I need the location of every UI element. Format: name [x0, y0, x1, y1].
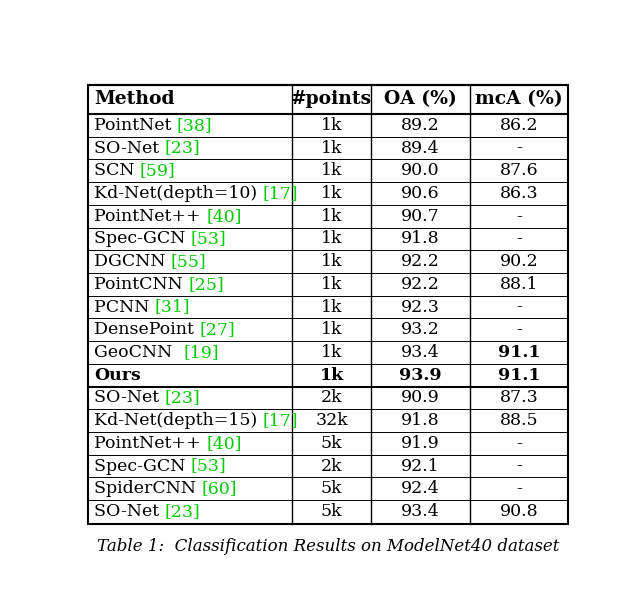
Text: 91.9: 91.9: [401, 435, 440, 452]
Text: [53]: [53]: [191, 231, 227, 248]
Text: 5k: 5k: [321, 503, 342, 520]
Text: 87.3: 87.3: [500, 389, 538, 406]
Text: 2k: 2k: [321, 389, 342, 406]
Text: [27]: [27]: [199, 321, 235, 339]
Text: -: -: [516, 298, 522, 315]
Text: 90.6: 90.6: [401, 185, 440, 202]
Text: -: -: [516, 231, 522, 248]
Text: #points: #points: [291, 90, 372, 109]
Text: -: -: [516, 208, 522, 224]
Text: PointNet++: PointNet++: [94, 435, 206, 452]
Text: Method: Method: [94, 90, 175, 109]
Text: SpiderCNN: SpiderCNN: [94, 480, 202, 497]
Text: 89.4: 89.4: [401, 140, 440, 157]
Text: 91.8: 91.8: [401, 231, 440, 248]
Text: -: -: [516, 458, 522, 475]
Text: 1k: 1k: [321, 185, 342, 202]
Text: 2k: 2k: [321, 458, 342, 475]
Text: GeoCNN: GeoCNN: [94, 344, 183, 361]
Text: [31]: [31]: [155, 298, 191, 315]
Text: [25]: [25]: [188, 276, 224, 293]
Text: 1k: 1k: [321, 140, 342, 157]
Text: 1k: 1k: [321, 162, 342, 179]
Text: 93.4: 93.4: [401, 344, 440, 361]
Text: [40]: [40]: [206, 208, 241, 224]
Text: Table 1:  Classification Results on ModelNet40 dataset: Table 1: Classification Results on Model…: [97, 537, 559, 554]
Text: 5k: 5k: [321, 480, 342, 497]
Text: Kd-Net(depth=10): Kd-Net(depth=10): [94, 185, 262, 202]
Text: 32k: 32k: [316, 412, 348, 429]
Text: SCN: SCN: [94, 162, 140, 179]
Text: 1k: 1k: [321, 231, 342, 248]
Text: -: -: [516, 435, 522, 452]
Text: 88.1: 88.1: [500, 276, 538, 293]
Text: 92.3: 92.3: [401, 298, 440, 315]
Text: OA (%): OA (%): [384, 90, 457, 109]
Text: Spec-GCN: Spec-GCN: [94, 458, 191, 475]
Text: [40]: [40]: [206, 435, 241, 452]
Text: Ours: Ours: [94, 367, 141, 384]
Text: 91.1: 91.1: [498, 367, 540, 384]
Text: DGCNN: DGCNN: [94, 253, 171, 270]
Text: [23]: [23]: [164, 503, 200, 520]
Text: [17]: [17]: [262, 185, 298, 202]
Text: 90.2: 90.2: [500, 253, 538, 270]
Text: 92.2: 92.2: [401, 276, 440, 293]
Text: 1k: 1k: [321, 344, 342, 361]
Text: DensePoint: DensePoint: [94, 321, 199, 339]
Text: SO-Net: SO-Net: [94, 389, 164, 406]
Text: [23]: [23]: [164, 389, 200, 406]
Text: 93.2: 93.2: [401, 321, 440, 339]
Text: 90.0: 90.0: [401, 162, 440, 179]
Text: [55]: [55]: [171, 253, 207, 270]
Text: 90.8: 90.8: [500, 503, 538, 520]
Text: 91.1: 91.1: [498, 344, 540, 361]
Text: PCNN: PCNN: [94, 298, 155, 315]
Text: 88.5: 88.5: [500, 412, 538, 429]
Text: [17]: [17]: [262, 412, 298, 429]
Text: 5k: 5k: [321, 435, 342, 452]
Text: -: -: [516, 480, 522, 497]
Text: mcA (%): mcA (%): [475, 90, 563, 109]
Text: 92.2: 92.2: [401, 253, 440, 270]
Text: 1k: 1k: [321, 117, 342, 134]
Text: 90.9: 90.9: [401, 389, 440, 406]
Text: 1k: 1k: [319, 367, 344, 384]
Text: [53]: [53]: [191, 458, 227, 475]
Text: 1k: 1k: [321, 298, 342, 315]
Text: 86.3: 86.3: [500, 185, 538, 202]
Text: [59]: [59]: [140, 162, 176, 179]
Text: 86.2: 86.2: [500, 117, 538, 134]
Text: PointNet++: PointNet++: [94, 208, 206, 224]
Text: 92.4: 92.4: [401, 480, 440, 497]
Text: 1k: 1k: [321, 321, 342, 339]
Text: PointNet: PointNet: [94, 117, 177, 134]
Text: Kd-Net(depth=15): Kd-Net(depth=15): [94, 412, 262, 429]
Text: 93.4: 93.4: [401, 503, 440, 520]
Text: Spec-GCN: Spec-GCN: [94, 231, 191, 248]
Text: 91.8: 91.8: [401, 412, 440, 429]
Text: [23]: [23]: [164, 140, 200, 157]
Text: 93.9: 93.9: [399, 367, 442, 384]
Text: 1k: 1k: [321, 208, 342, 224]
Text: [38]: [38]: [177, 117, 212, 134]
Text: [19]: [19]: [183, 344, 219, 361]
Text: 1k: 1k: [321, 253, 342, 270]
Text: SO-Net: SO-Net: [94, 140, 164, 157]
Text: -: -: [516, 140, 522, 157]
Text: 89.2: 89.2: [401, 117, 440, 134]
Text: 1k: 1k: [321, 276, 342, 293]
Text: SO-Net: SO-Net: [94, 503, 164, 520]
Text: 87.6: 87.6: [500, 162, 538, 179]
Text: PointCNN: PointCNN: [94, 276, 188, 293]
Text: -: -: [516, 321, 522, 339]
Text: 92.1: 92.1: [401, 458, 440, 475]
Text: 90.7: 90.7: [401, 208, 440, 224]
Text: [60]: [60]: [202, 480, 237, 497]
